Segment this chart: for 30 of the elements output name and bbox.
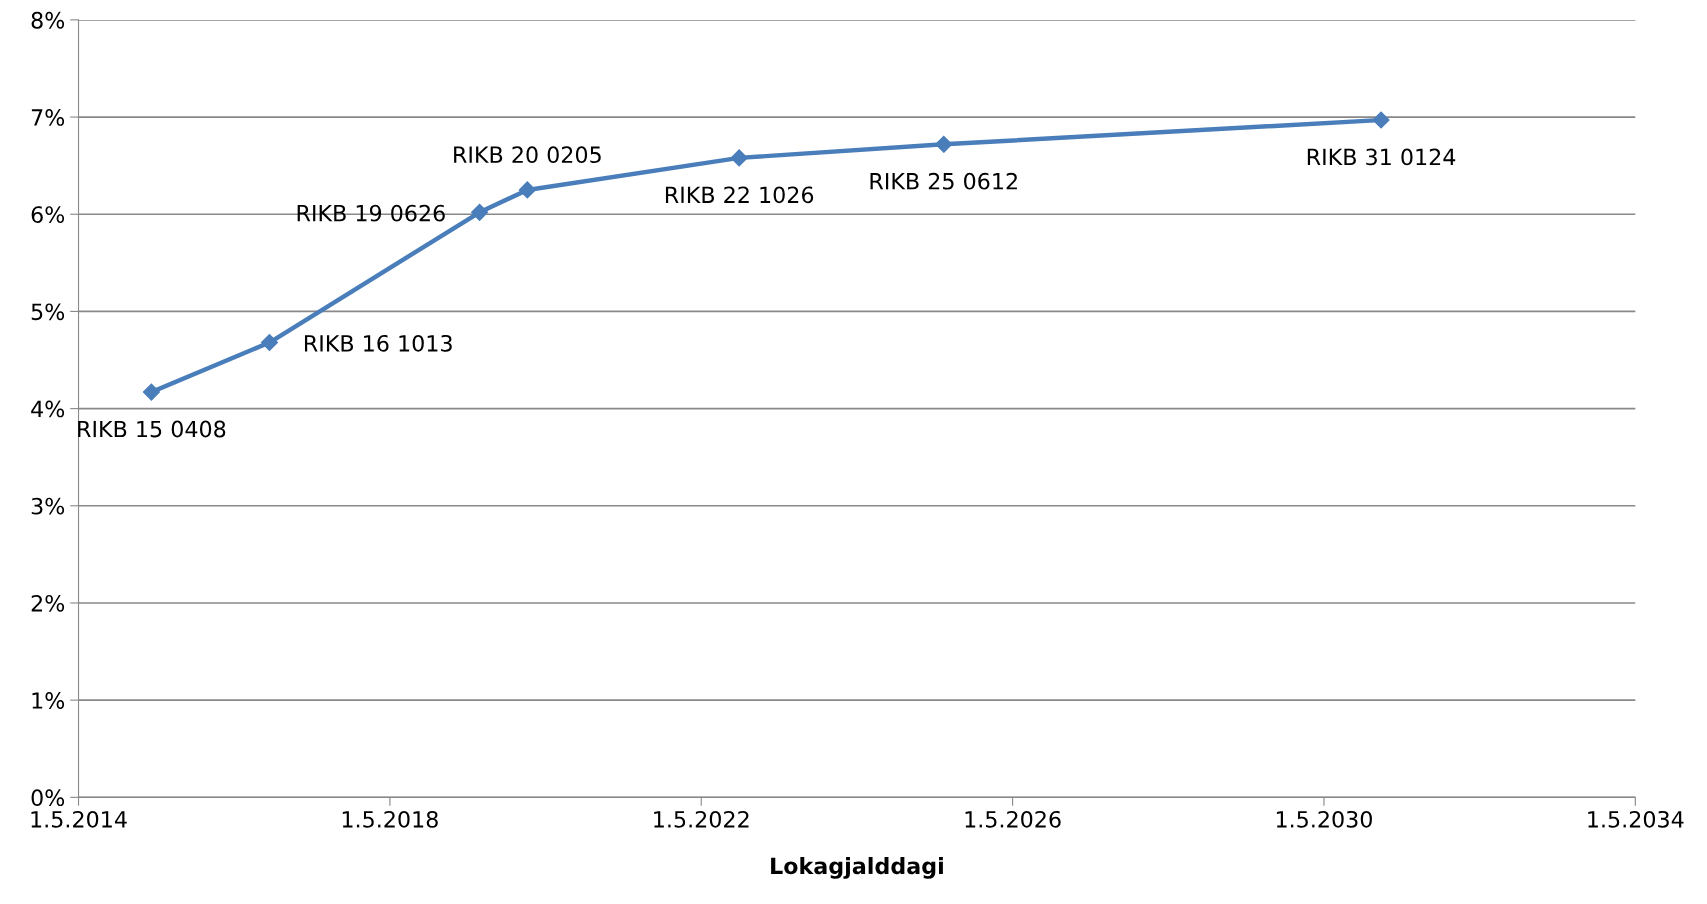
x-tick-label: 1.5.2014 (31, 810, 127, 828)
annotation: RIKB 16 1013 (304, 334, 452, 352)
y-tick-label: 4% (31, 400, 65, 418)
annotation: RIKB 25 0612 (870, 172, 1017, 190)
x-tick-label: 1.5.2026 (965, 810, 1061, 828)
y-tick-label: 7% (31, 109, 65, 126)
point (260, 333, 279, 352)
annotation: RIKB 19 0626 (297, 204, 445, 222)
point (518, 181, 536, 199)
point (1372, 111, 1390, 129)
y-tick-label: 0% (31, 789, 65, 807)
y-tick-label: 2% (31, 594, 65, 612)
x-axis-title: Lokagjalddagi (771, 857, 943, 879)
point (142, 383, 160, 401)
y-tick-label: 6% (31, 206, 65, 224)
annotation: RIKB 22 1026 (665, 186, 814, 204)
point (730, 149, 748, 167)
x-tick-label: 1.5.2030 (1276, 810, 1372, 828)
annotation: RIKB 15 0408 (78, 420, 226, 438)
annotation: RIKB 31 0124 (1307, 148, 1456, 166)
y-tick-label: 3% (31, 497, 65, 515)
y-tick-label: 1% (32, 692, 65, 709)
x-tick-label: 1.5.2022 (654, 810, 749, 828)
y-tick-label: 8% (31, 11, 65, 29)
point (471, 203, 489, 221)
point (935, 135, 953, 153)
x-tick-label: 1.5.2034 (1588, 810, 1684, 828)
x-tick-label: 1.5.2018 (342, 810, 438, 828)
y-tick-label: 5% (31, 303, 65, 321)
annotation: RIKB 20 0205 (454, 146, 601, 164)
